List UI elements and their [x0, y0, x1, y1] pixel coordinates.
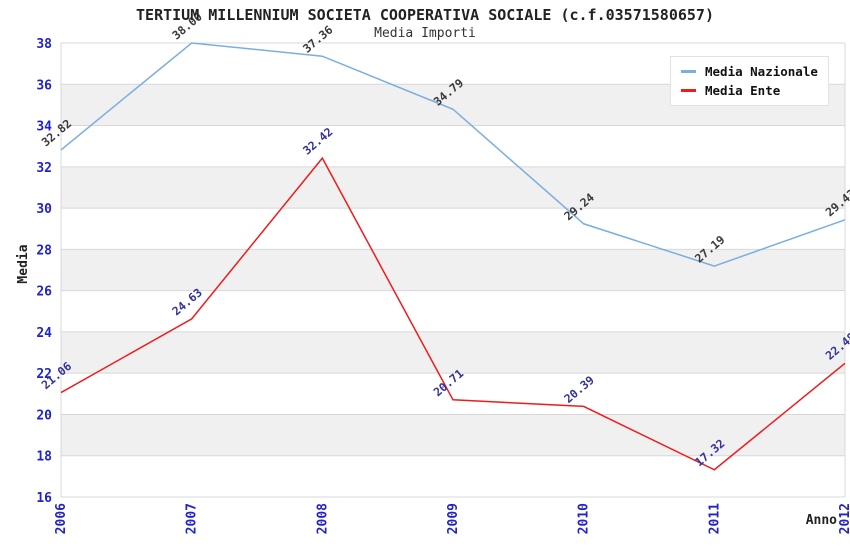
y-axis-title: Media [16, 244, 31, 283]
y-tick-label: 20 [36, 408, 52, 423]
plot-band [61, 331, 845, 374]
y-tick-label: 26 [36, 285, 52, 300]
legend-label: Media Nazionale [705, 64, 818, 79]
series-line-ente [60, 156, 846, 471]
legend-label: Media Ente [705, 83, 781, 98]
x-tick-label: 2008 [315, 503, 330, 534]
y-tick-label: 32 [36, 161, 52, 176]
point-label: 32.42 [300, 125, 336, 158]
legend-marker-icon [681, 89, 696, 92]
x-tick-label: 2006 [54, 503, 69, 534]
y-tick-label: 16 [36, 491, 52, 506]
x-tick-label: 2007 [185, 503, 200, 534]
y-tick-label: 38 [36, 37, 52, 52]
y-tick-label: 18 [36, 450, 52, 465]
y-tick-label: 36 [36, 78, 52, 93]
x-tick-label: 2009 [446, 503, 461, 534]
legend-item: Media Nazionale [681, 64, 818, 79]
legend-item: Media Ente [681, 83, 818, 98]
plot-band [61, 414, 845, 456]
chart-subtitle: Media Importi [374, 26, 476, 41]
series-line-nazionale [60, 42, 846, 267]
plot-band [61, 166, 845, 209]
plot-band [61, 249, 845, 291]
y-tick-label: 30 [36, 202, 52, 217]
y-tick-label: 34 [36, 120, 52, 135]
legend-marker-icon [681, 70, 696, 73]
chart-title: TERTIUM MILLENNIUM SOCIETA COOPERATIVA S… [136, 6, 714, 24]
y-tick-label: 28 [36, 243, 52, 258]
x-tick-label: 2012 [838, 503, 850, 534]
x-axis-title: Anno [806, 513, 837, 528]
y-tick-label: 24 [36, 326, 52, 341]
y-tick-label: 22 [36, 367, 52, 382]
legend: Media Nazionale Media Ente [670, 56, 829, 106]
point-label: 20.39 [561, 373, 597, 406]
x-tick-label: 2010 [577, 503, 592, 534]
x-tick-label: 2011 [707, 503, 722, 534]
